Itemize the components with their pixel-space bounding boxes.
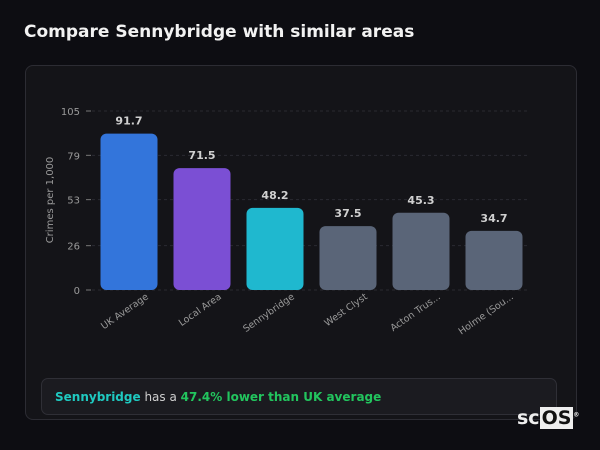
logo-mark: ®: [573, 411, 580, 419]
y-tick-label: 53: [67, 196, 80, 207]
data-label: 91.7: [115, 115, 142, 128]
data-label: 34.7: [480, 212, 507, 225]
y-tick-label: 79: [67, 151, 80, 162]
bar: [465, 230, 523, 290]
data-label: 45.3: [407, 194, 434, 207]
data-label: 37.5: [334, 207, 361, 220]
data-label: 71.5: [188, 149, 215, 162]
logo-text: sc: [517, 407, 540, 429]
summary-highlight: 47.4% lower than UK average: [180, 390, 382, 404]
bar: [100, 133, 158, 290]
x-tick-label: West Clyst: [322, 291, 369, 329]
summary-box: Sennybridge has a 47.4% lower than UK av…: [41, 378, 557, 415]
x-tick-label: Acton Trus...: [389, 291, 443, 334]
summary-area: Sennybridge: [55, 390, 141, 404]
x-tick-label: Local Area: [177, 291, 224, 328]
y-axis-label: Crimes per 1,000: [45, 157, 56, 244]
bar: [173, 168, 231, 290]
bar: [319, 226, 377, 290]
scos-logo: sc OS ®: [517, 407, 579, 429]
bar: [246, 207, 304, 290]
x-tick-label: Sennybridge: [241, 291, 297, 335]
logo-text-os: OS: [539, 407, 574, 429]
y-tick-label: 26: [67, 242, 80, 253]
summary-text: has a: [140, 390, 181, 404]
x-tick-label: UK Average: [99, 291, 151, 332]
y-tick-label: 0: [74, 286, 80, 297]
y-tick-label: 105: [61, 107, 80, 118]
page-title: Compare Sennybridge with similar areas: [24, 22, 415, 42]
bar: [392, 212, 450, 290]
x-tick-label: Holme (Sou...: [457, 291, 516, 337]
data-label: 48.2: [261, 189, 288, 202]
